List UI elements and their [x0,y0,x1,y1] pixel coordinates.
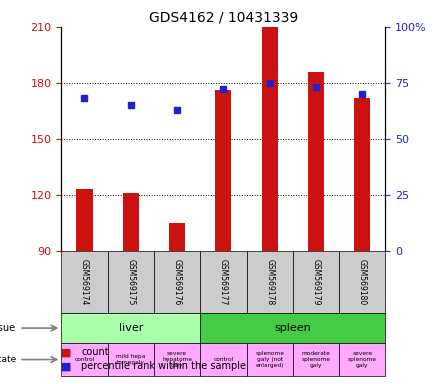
Text: GSM569179: GSM569179 [311,259,321,305]
Text: GSM569176: GSM569176 [173,259,182,305]
Bar [354,98,371,250]
Bar [339,343,385,376]
Text: ■: ■ [61,347,72,357]
Bar [247,250,293,313]
Text: control: control [74,357,95,362]
Point [127,102,134,108]
Text: GSM569174: GSM569174 [80,259,89,305]
Bar [169,223,185,250]
Point [173,106,180,113]
Text: moderate
splenome
galy: moderate splenome galy [301,351,331,368]
Text: severe
hepatome
galy: severe hepatome galy [162,351,192,368]
Bar [154,343,200,376]
Bar [108,343,154,376]
Text: mild hepa
tomegaly: mild hepa tomegaly [116,354,145,365]
Bar [123,193,139,250]
Text: disease state: disease state [0,355,16,364]
Point [359,91,366,97]
Text: spleen: spleen [275,323,311,333]
Text: liver: liver [119,323,143,333]
Bar [76,189,92,250]
Bar [61,250,108,313]
Text: GSM569180: GSM569180 [358,259,367,305]
Bar [339,250,385,313]
Bar [61,313,200,343]
Point [220,86,227,93]
Point [266,80,273,86]
Text: GSM569178: GSM569178 [265,259,274,305]
Text: control: control [213,357,233,362]
Text: ■: ■ [61,361,72,371]
Bar [247,343,293,376]
Bar [200,313,385,343]
Text: GSM569177: GSM569177 [219,259,228,305]
Text: tissue: tissue [0,323,16,333]
Text: percentile rank within the sample: percentile rank within the sample [81,361,246,371]
Bar [154,250,200,313]
Bar [200,343,247,376]
Bar [293,250,339,313]
Bar [215,90,231,250]
Point [312,84,319,90]
Text: splenome
galy (not
enlarged): splenome galy (not enlarged) [255,351,284,368]
Text: severe
splenome
galy: severe splenome galy [348,351,377,368]
Bar [261,27,278,250]
Bar [108,250,154,313]
Bar [308,71,324,250]
Bar [293,343,339,376]
Text: GSM569175: GSM569175 [126,259,135,305]
Point [81,95,88,101]
Bar [200,250,247,313]
Bar [61,343,108,376]
Text: count: count [81,347,109,357]
Title: GDS4162 / 10431339: GDS4162 / 10431339 [149,10,298,24]
